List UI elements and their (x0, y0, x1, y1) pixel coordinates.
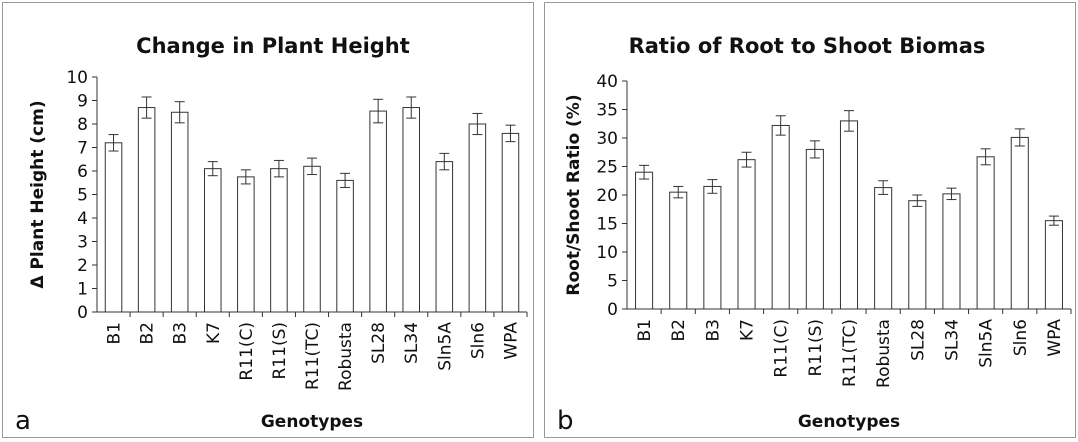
x-tick-label: WPA (501, 322, 521, 360)
bar (104, 142, 123, 313)
x-tick-label: SL28 (369, 322, 389, 364)
x-axis-label: Genotypes (798, 412, 900, 432)
x-tick-label: B1 (105, 322, 125, 344)
panel-label: a (15, 406, 31, 436)
x-tick-label: Robusta (336, 322, 356, 391)
x-tick-label: R11(TC) (840, 319, 860, 387)
y-tick-label: 6 (77, 162, 88, 182)
bar (170, 111, 189, 313)
chart-panel-a: Change in Plant Height 0 1 2 3 4 5 6 7 8 9 10 B1 B2 B3… (2, 2, 534, 438)
bar (771, 124, 790, 310)
bar (703, 185, 722, 310)
bar (976, 156, 995, 310)
root-shoot-ratio-chart: Ratio of Root to Shoot Biomas 0 5 10 15 20 25 3… (557, 34, 1072, 436)
y-tick-label: 25 (596, 158, 618, 178)
x-tick-label: B1 (635, 319, 655, 341)
bar (805, 148, 824, 310)
bar (204, 168, 222, 313)
y-tick-label: 5 (607, 272, 618, 292)
y-tick-label: 30 (596, 129, 618, 149)
y-axis-label: Root/Shoot Ratio (%) (564, 94, 584, 295)
y-tick-label: 0 (607, 300, 618, 320)
x-tick-label: B3 (703, 319, 723, 341)
y-tick-label: 15 (596, 215, 618, 235)
panel-label: b (557, 406, 574, 436)
y-tick-label: 5 (77, 186, 88, 206)
bar (874, 187, 893, 310)
x-tick-label: Robusta (874, 319, 894, 388)
bar (468, 123, 487, 313)
y-tick-label: 10 (66, 68, 88, 88)
x-tick-label: WPA (1045, 319, 1065, 357)
x-tick-label: Sln5A (435, 322, 455, 371)
y-tick-label: 40 (596, 72, 618, 92)
bar (369, 110, 387, 313)
bar (137, 107, 156, 313)
y-tick-label: 10 (596, 243, 618, 263)
chart-panel-b: Ratio of Root to Shoot Biomas 0 5 10 15 20 25 3… (544, 2, 1076, 438)
bar (635, 171, 654, 310)
y-axis-label: Δ Plant Height (cm) (28, 100, 48, 288)
bar (270, 168, 288, 313)
chart-title: Change in Plant Height (136, 34, 410, 58)
y-tick-label: 4 (77, 209, 88, 229)
bar (435, 161, 454, 313)
bar (303, 165, 321, 313)
plant-height-chart: Change in Plant Height 0 1 2 3 4 5 6 7 8 9 10 B1 B2 B3… (15, 34, 528, 436)
bar (501, 132, 520, 313)
x-tick-label: SL28 (908, 319, 928, 361)
bar (737, 159, 756, 310)
x-tick-label: K7 (738, 319, 758, 341)
bar (237, 176, 255, 313)
y-tick-label: 2 (77, 256, 88, 276)
x-tick-label: Sln5A (977, 319, 997, 368)
bar (908, 200, 927, 310)
y-tick-label: 20 (596, 186, 618, 206)
x-tick-label: R11(C) (772, 319, 792, 378)
chart-title: Ratio of Root to Shoot Biomas (629, 34, 986, 58)
y-tick-label: 1 (77, 280, 88, 300)
y-tick-label: 0 (77, 303, 88, 323)
x-tick-label: B2 (669, 319, 689, 341)
bar (669, 191, 688, 310)
x-tick-label: B3 (171, 322, 191, 344)
y-tick-label: 8 (77, 115, 88, 135)
x-tick-label: R11(C) (237, 322, 257, 381)
bar (839, 120, 859, 310)
bar (942, 193, 961, 310)
x-tick-label: B2 (138, 322, 158, 344)
y-tick-label: 9 (77, 92, 88, 112)
x-tick-label: Sln6 (468, 322, 488, 359)
x-tick-label: R11(S) (270, 322, 290, 380)
x-tick-label: R11(TC) (303, 322, 323, 390)
bar (1010, 136, 1029, 310)
x-tick-label: SL34 (942, 319, 962, 361)
x-tick-label: K7 (204, 322, 224, 344)
x-tick-label: Sln6 (1011, 319, 1031, 356)
x-tick-label: SL34 (402, 322, 422, 364)
x-axis-label: Genotypes (261, 412, 363, 432)
y-tick-label: 35 (596, 101, 618, 121)
x-tick-label: R11(S) (806, 319, 826, 377)
bar (1044, 220, 1063, 310)
bar (336, 179, 354, 313)
y-tick-label: 3 (77, 233, 88, 253)
y-tick-label: 7 (77, 139, 88, 159)
bar (402, 107, 421, 313)
